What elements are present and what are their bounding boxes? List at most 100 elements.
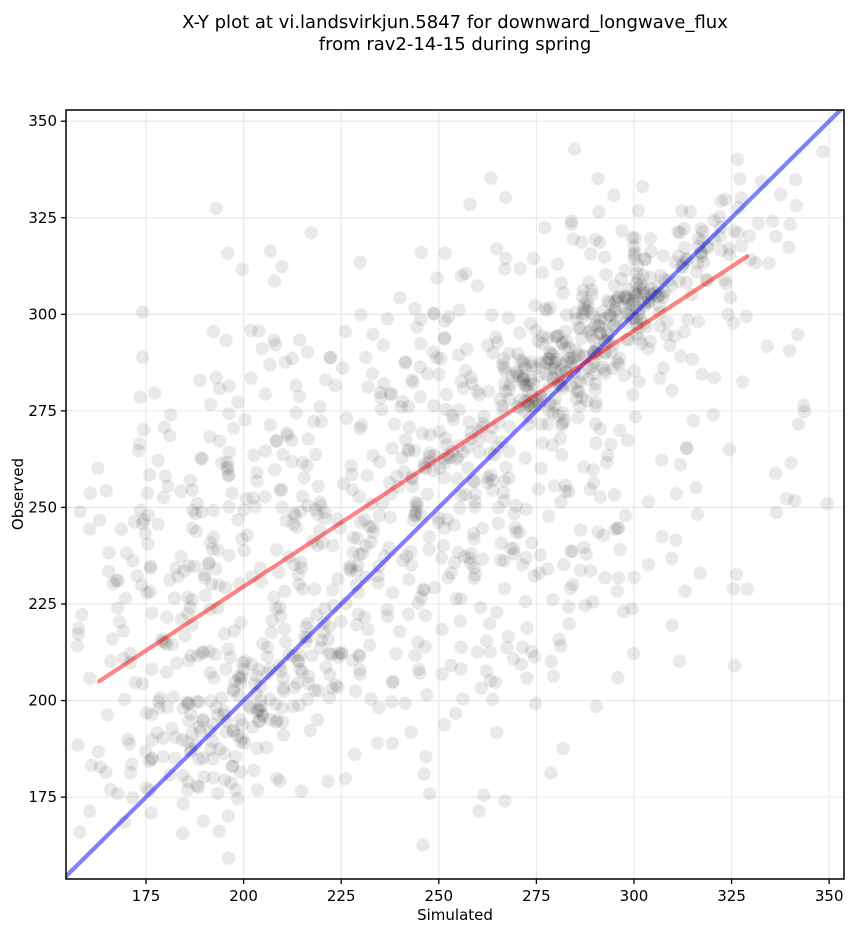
scatter-point bbox=[346, 531, 360, 545]
scatter-point bbox=[577, 460, 591, 474]
scatter-point bbox=[222, 468, 236, 482]
scatter-point bbox=[765, 214, 780, 228]
scatter-point bbox=[83, 522, 97, 536]
scatter-point bbox=[526, 395, 540, 409]
scatter-point bbox=[136, 512, 151, 527]
scatter-point bbox=[176, 797, 190, 811]
scatter-point bbox=[411, 635, 425, 649]
scatter-point bbox=[292, 654, 306, 669]
scatter-point bbox=[760, 339, 774, 353]
scatter-point bbox=[683, 205, 697, 219]
scatter-point bbox=[544, 654, 558, 669]
scatter-point bbox=[620, 332, 634, 347]
scatter-point bbox=[83, 486, 97, 500]
scatter-point bbox=[626, 311, 641, 326]
scatter-point bbox=[638, 252, 652, 266]
scatter-point bbox=[696, 255, 711, 270]
scatter-point bbox=[165, 721, 179, 736]
scatter-point bbox=[210, 601, 225, 615]
scatter-point bbox=[734, 191, 748, 205]
scatter-point bbox=[634, 312, 648, 327]
scatter-point bbox=[587, 310, 602, 324]
scatter-point bbox=[591, 171, 605, 186]
scatter-point bbox=[463, 197, 477, 211]
scatter-point bbox=[145, 733, 159, 747]
scatter-point bbox=[622, 297, 636, 311]
scatter-point bbox=[350, 618, 364, 632]
scatter-point bbox=[691, 256, 705, 270]
scatter-point bbox=[332, 646, 346, 660]
scatter-point bbox=[263, 244, 278, 258]
scatter-point bbox=[438, 431, 453, 445]
scatter-point bbox=[289, 406, 303, 420]
scatter-point bbox=[643, 334, 657, 349]
scatter-point bbox=[546, 669, 561, 683]
scatter-point bbox=[123, 656, 138, 670]
scatter-point bbox=[479, 634, 494, 648]
scatter-point bbox=[135, 677, 150, 691]
scatter-point bbox=[145, 751, 159, 765]
scatter-point bbox=[348, 684, 363, 698]
scatter-point bbox=[635, 179, 650, 194]
scatter-point bbox=[194, 451, 208, 465]
scatter-point bbox=[653, 319, 667, 333]
scatter-point bbox=[432, 367, 446, 381]
scatter-point bbox=[494, 553, 508, 567]
y-tick-label: 275 bbox=[28, 402, 57, 420]
scatter-point bbox=[495, 358, 509, 372]
scatter-point bbox=[524, 644, 539, 659]
scatter-point bbox=[512, 525, 527, 539]
scatter-point bbox=[501, 629, 516, 644]
scatter-point bbox=[273, 774, 287, 788]
scatter-point bbox=[438, 314, 452, 328]
scatter-point bbox=[151, 517, 166, 531]
scatter-point bbox=[204, 742, 218, 756]
scatter-point bbox=[507, 507, 521, 521]
scatter-point bbox=[325, 647, 339, 662]
scatter-point bbox=[718, 192, 733, 207]
y-tick-label: 250 bbox=[28, 498, 57, 516]
scatter-point bbox=[513, 326, 527, 340]
scatter-point bbox=[301, 692, 315, 706]
scatter-point bbox=[562, 617, 576, 631]
scatter-point bbox=[552, 632, 566, 647]
scatter-point bbox=[558, 324, 572, 338]
scatter-point bbox=[311, 479, 325, 493]
scatter-point bbox=[577, 297, 591, 311]
scatter-point bbox=[660, 315, 674, 329]
scatter-point bbox=[275, 500, 289, 514]
scatter-point bbox=[282, 550, 296, 564]
scatter-point bbox=[418, 608, 432, 623]
scatter-point bbox=[486, 346, 500, 360]
scatter-point bbox=[555, 416, 570, 431]
scatter-point bbox=[632, 280, 647, 295]
scatter-point bbox=[301, 498, 315, 513]
scatter-point bbox=[274, 482, 289, 497]
scatter-point bbox=[544, 347, 558, 361]
x-tick-label: 175 bbox=[132, 887, 161, 905]
scatter-point bbox=[555, 336, 570, 350]
scatter-point bbox=[160, 637, 174, 652]
scatter-point bbox=[232, 577, 247, 591]
scatter-point bbox=[555, 357, 570, 372]
scatter-point bbox=[125, 757, 139, 771]
scatter-point bbox=[485, 692, 500, 707]
scatter-point bbox=[782, 344, 797, 358]
scatter-point bbox=[294, 504, 308, 518]
scatter-point bbox=[111, 573, 125, 588]
scatter-point bbox=[593, 490, 608, 504]
scatter-point bbox=[414, 245, 428, 260]
scatter-point bbox=[325, 583, 340, 597]
scatter-point bbox=[181, 697, 195, 711]
scatter-point bbox=[193, 373, 207, 388]
scatter-point bbox=[439, 402, 453, 417]
scatter-point bbox=[571, 321, 585, 335]
scatter-point bbox=[601, 293, 615, 308]
scatter-point bbox=[641, 495, 656, 509]
scatter-point bbox=[383, 510, 398, 524]
scatter-point bbox=[614, 272, 628, 286]
y-tick-label: 300 bbox=[28, 305, 57, 323]
scatter-point bbox=[596, 304, 610, 318]
scatter-point bbox=[678, 240, 692, 255]
scatter-point bbox=[420, 688, 434, 702]
